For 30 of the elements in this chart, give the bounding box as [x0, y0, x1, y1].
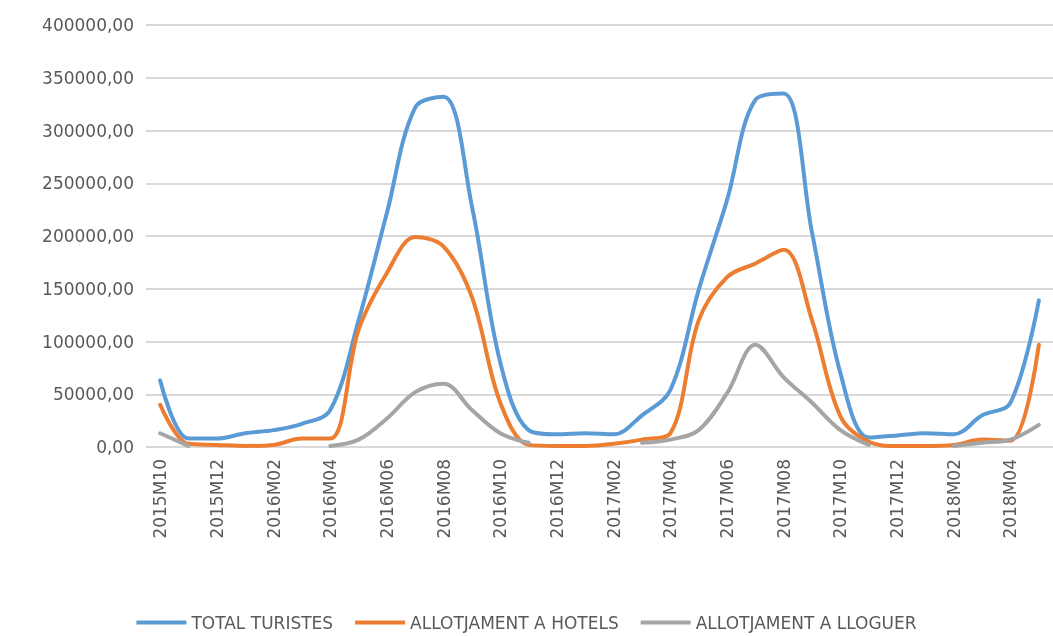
- x-tick-label: 2017M02: [603, 459, 624, 539]
- y-tick-label: 300000,00: [42, 120, 134, 141]
- y-tick-label: 100000,00: [42, 331, 134, 352]
- x-tick-label: 2017M12: [887, 459, 908, 539]
- y-tick-label: 400000,00: [42, 15, 134, 35]
- x-tick-label: 2016M10: [490, 459, 511, 539]
- x-tick-label: 2016M02: [263, 459, 284, 539]
- line-series: [158, 91, 1041, 441]
- x-tick-label: 2015M12: [206, 459, 227, 539]
- x-tick-label: 2017M10: [830, 459, 851, 539]
- y-tick-label: 0,00: [96, 437, 134, 457]
- legend-label: ALLOTJAMENT A LLOGUER: [695, 612, 917, 633]
- x-tick-label: 2016M06: [376, 459, 397, 539]
- y-tick-label: 150000,00: [42, 278, 134, 299]
- x-tick-label: 2018M02: [943, 459, 964, 539]
- x-tick-label: 2016M04: [320, 459, 341, 539]
- y-tick-label: 250000,00: [42, 173, 134, 194]
- x-tick-label: 2016M08: [433, 459, 454, 539]
- y-tick-label: 200000,00: [42, 226, 134, 246]
- legend-label: TOTAL TURISTES: [190, 612, 334, 633]
- x-tick-label: 2017M08: [773, 459, 794, 539]
- x-tick-label: 2016M12: [546, 459, 567, 539]
- x-tick-label: 2018M04: [1000, 459, 1021, 539]
- x-tick-label: 2017M04: [660, 459, 681, 539]
- y-tick-label: 50000,00: [52, 384, 134, 405]
- line-series: [158, 235, 1041, 448]
- legend-label: ALLOTJAMENT A HOTELS: [410, 612, 619, 633]
- x-tick-label: 2017M06: [717, 459, 738, 539]
- y-tick-label: 350000,00: [42, 67, 134, 88]
- x-tick-label: 2015M10: [150, 459, 171, 539]
